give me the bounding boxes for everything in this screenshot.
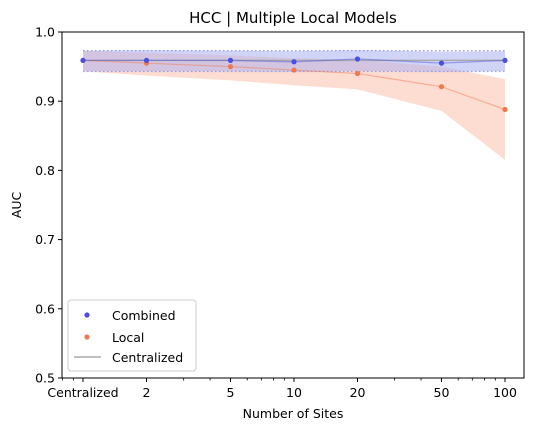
- y-tick-label: 0.5: [35, 371, 55, 386]
- legend: Combined Local Centralized: [67, 299, 197, 372]
- y-tick-label: 0.7: [35, 232, 55, 247]
- y-tick-label: 0.9: [35, 94, 55, 109]
- x-tick-label: 5: [227, 385, 235, 400]
- x-axis-title: Number of Sites: [243, 406, 344, 421]
- combined-point: [227, 57, 234, 63]
- local-point: [438, 84, 445, 90]
- combined-point: [291, 59, 297, 65]
- legend-label-combined: Combined: [112, 308, 176, 323]
- combined-point: [80, 57, 86, 63]
- y-tick-label: 0.8: [35, 163, 55, 178]
- y-axis-title: AUC: [9, 192, 24, 219]
- combined-point: [438, 60, 445, 66]
- x-tick-label: 20: [350, 385, 366, 400]
- combined-point: [143, 57, 150, 63]
- local-band: [83, 50, 505, 161]
- x-tick-label: Centralized: [47, 385, 118, 400]
- x-tick-label: 2: [143, 385, 151, 400]
- combined-point: [502, 57, 508, 63]
- x-tick-label: 50: [434, 385, 450, 400]
- plot-area: [80, 49, 508, 161]
- legend-marker-combined: [84, 312, 90, 318]
- plot-frame: [61, 31, 525, 379]
- chart-title: HCC | Multiple Local Models: [189, 9, 397, 27]
- legend-box: [67, 299, 197, 372]
- local-point: [291, 67, 297, 73]
- legend-label-centralized: Centralized: [112, 350, 183, 365]
- combined-point: [354, 56, 361, 62]
- legend-marker-local: [84, 334, 90, 340]
- x-tick-label: 100: [493, 385, 517, 400]
- x-tick-label: 10: [286, 385, 302, 400]
- y-tick-label: 0.6: [35, 301, 55, 316]
- local-point: [227, 64, 234, 70]
- axes: 0.5 0.6 0.7 0.8 0.9 1.0 Centralized 2 5 10 20 50 100: [35, 25, 517, 401]
- legend-label-local: Local: [112, 330, 144, 345]
- local-point: [502, 106, 508, 113]
- local-point: [354, 70, 361, 77]
- y-tick-label: 1.0: [35, 25, 55, 40]
